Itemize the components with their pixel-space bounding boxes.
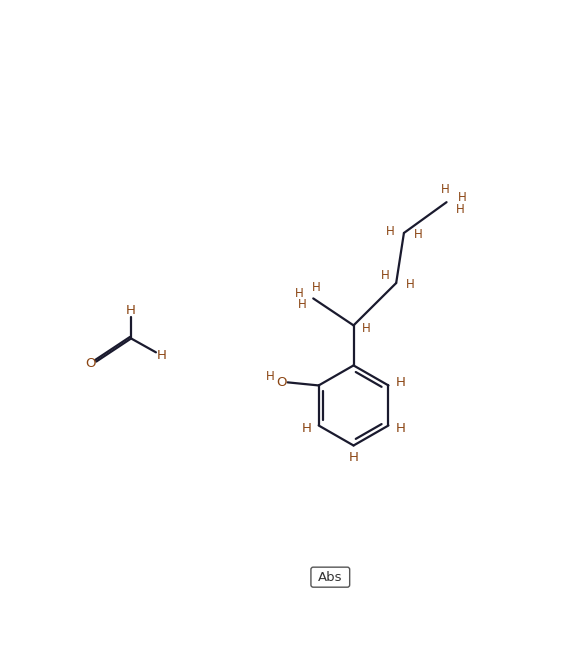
Text: H: H xyxy=(157,349,167,362)
Text: H: H xyxy=(295,287,304,301)
Text: H: H xyxy=(413,228,422,241)
Text: H: H xyxy=(381,269,390,282)
Text: H: H xyxy=(396,422,406,435)
Text: O: O xyxy=(85,356,95,370)
FancyBboxPatch shape xyxy=(311,567,350,587)
Text: H: H xyxy=(349,452,359,464)
Text: H: H xyxy=(298,298,307,311)
Text: H: H xyxy=(396,376,406,389)
Text: O: O xyxy=(276,376,287,389)
Text: Abs: Abs xyxy=(318,570,343,584)
Text: H: H xyxy=(301,422,311,435)
Text: H: H xyxy=(458,191,467,204)
Text: H: H xyxy=(385,225,394,238)
Text: H: H xyxy=(440,183,449,195)
Text: H: H xyxy=(361,322,370,335)
Text: H: H xyxy=(126,304,136,317)
Text: H: H xyxy=(312,281,321,294)
Text: H: H xyxy=(266,370,275,382)
Text: H: H xyxy=(456,203,465,216)
Text: H: H xyxy=(406,278,415,291)
